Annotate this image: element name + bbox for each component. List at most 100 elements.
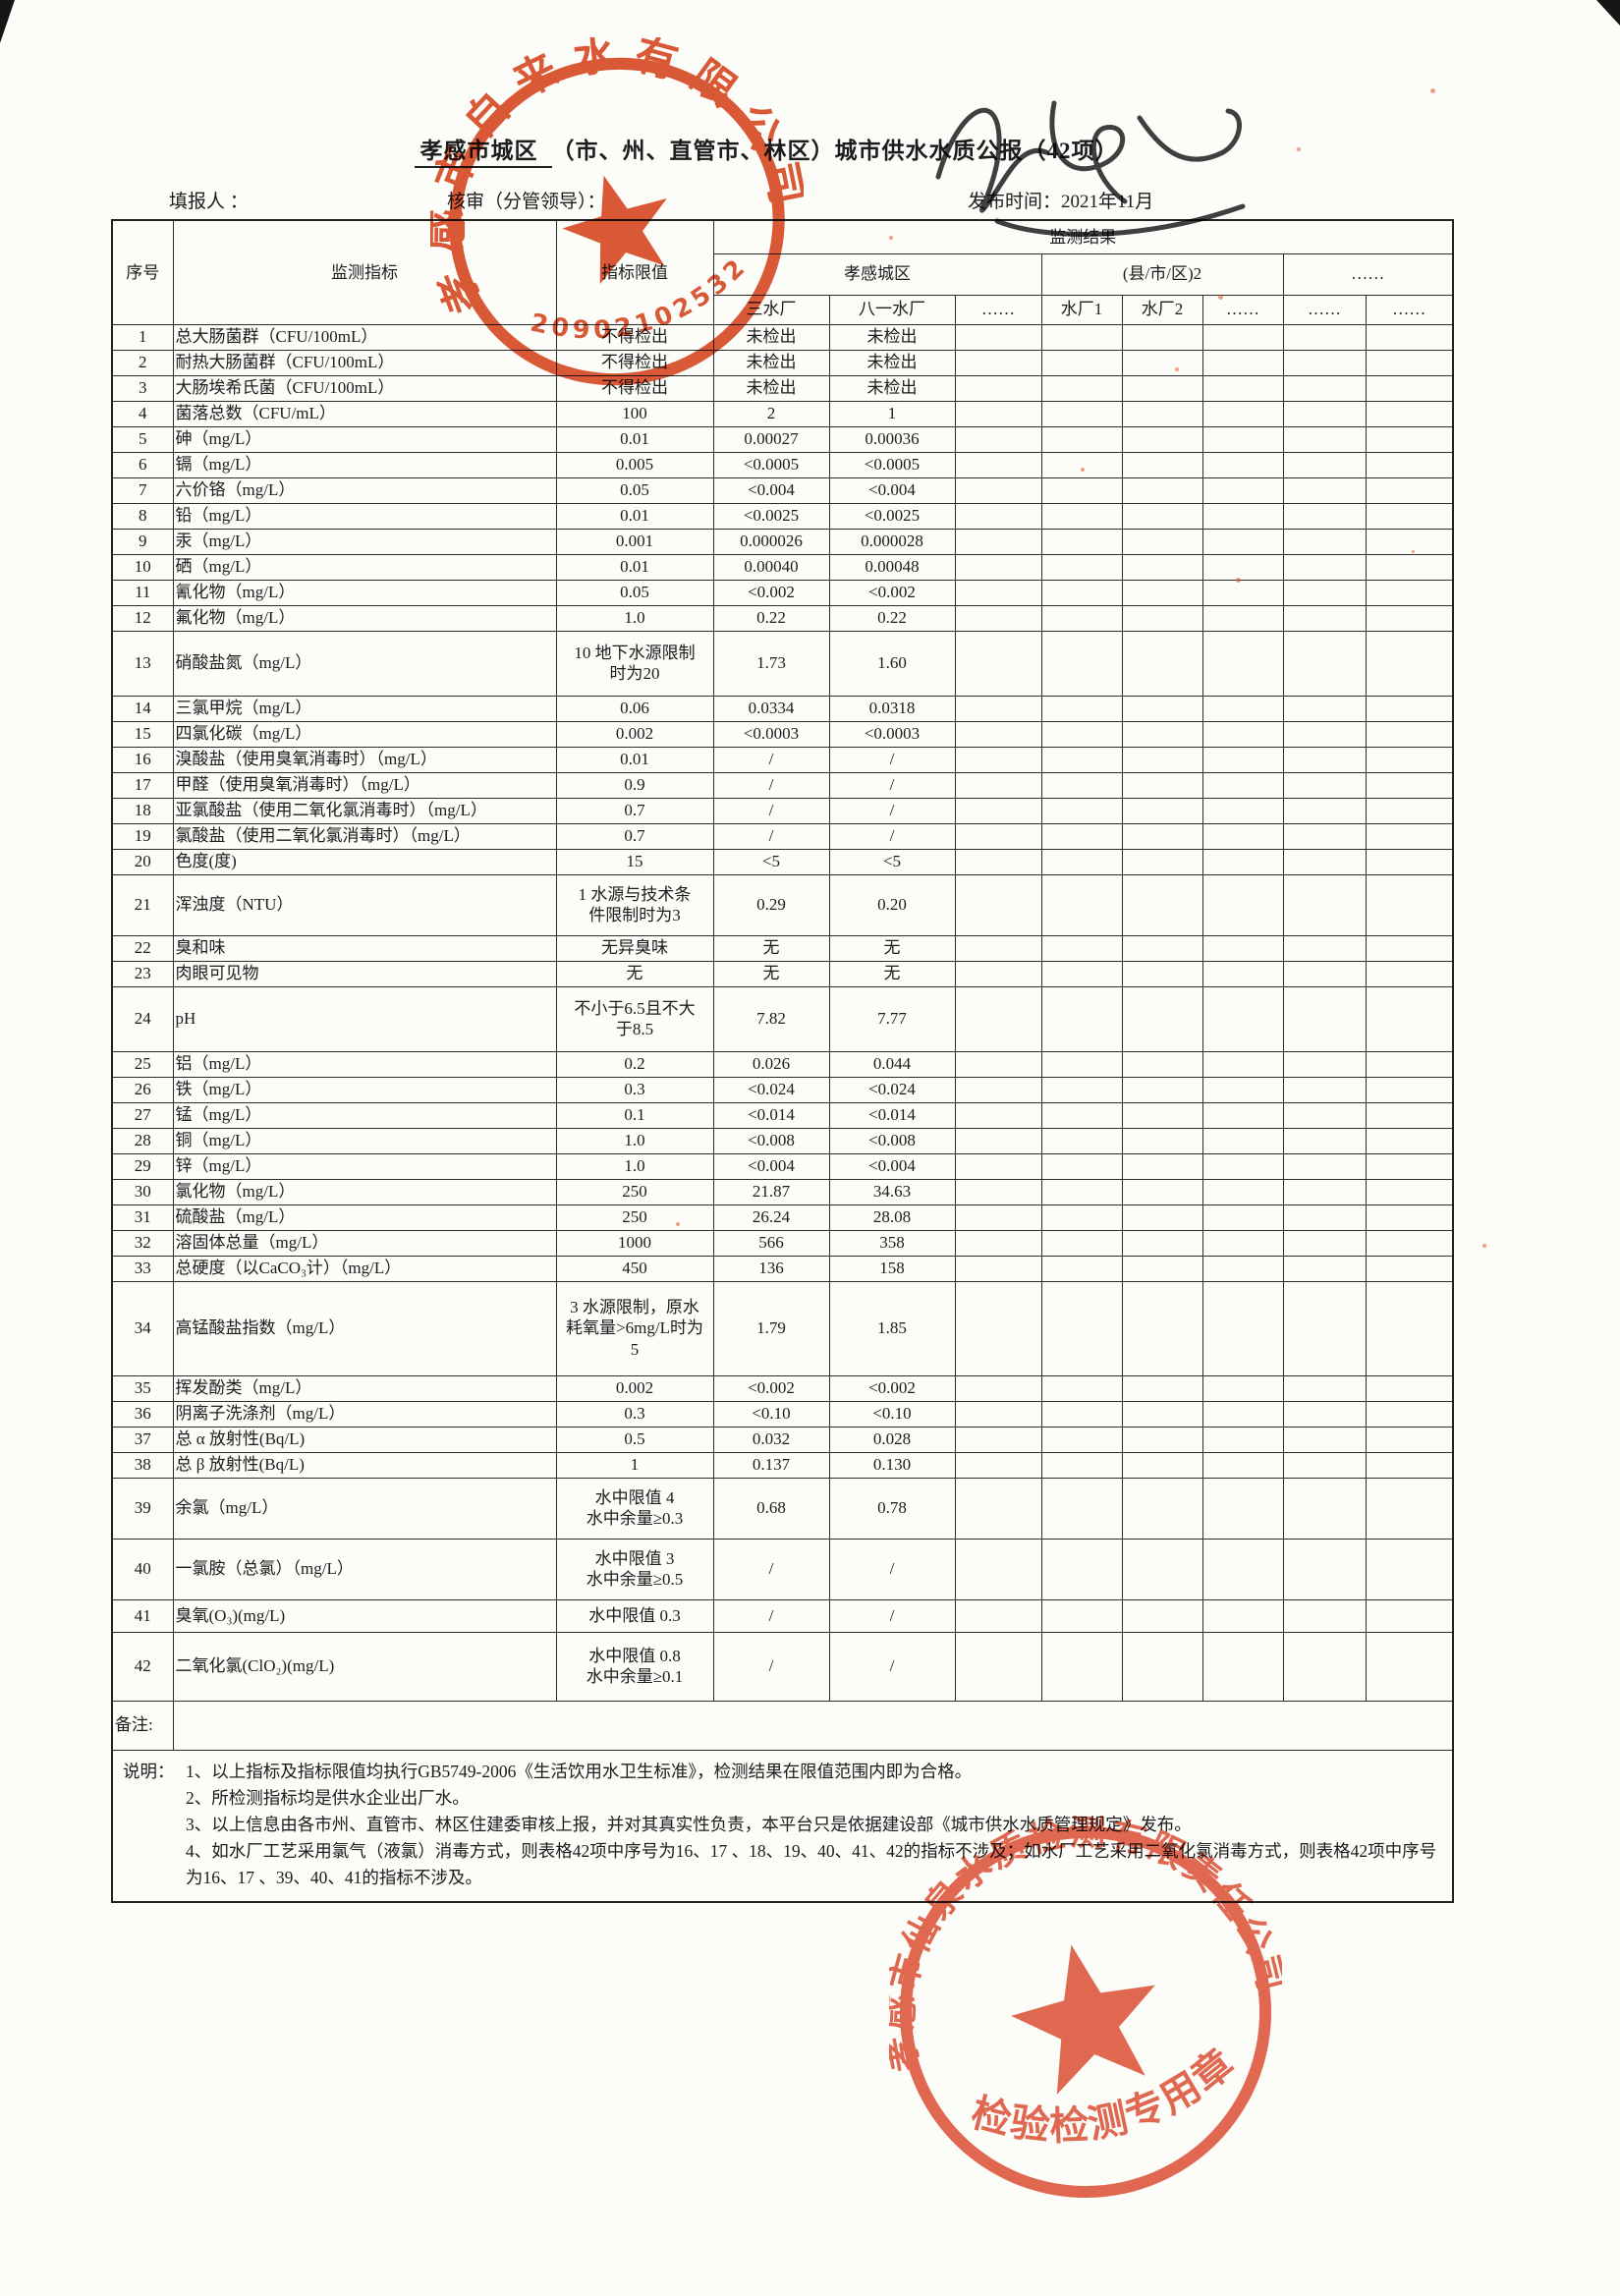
- cell-limit: 1.0: [555, 1127, 714, 1154]
- cell-value-bayishuichang: 0.20: [828, 873, 956, 936]
- cell-seq: 35: [111, 1374, 174, 1402]
- cell-empty: [1040, 1451, 1123, 1479]
- cell-empty: [954, 1178, 1042, 1205]
- cell-empty: [954, 579, 1042, 606]
- cell-indicator: 硝酸盐氮（mg/L）: [172, 630, 557, 697]
- cell-empty: [1040, 1178, 1123, 1205]
- cell-value-bayishuichang: <5: [828, 848, 956, 875]
- table-row: 42 二氧化氯(ClO₂)(mg/L) 水中限值 0.8 水中余量≥0.1//: [111, 1631, 1454, 1702]
- cell-empty: [1365, 1152, 1454, 1180]
- cell-value-sanshuichang: <0.024: [712, 1076, 830, 1103]
- cell-limit: 水中限值 0.8 水中余量≥0.1: [555, 1631, 714, 1702]
- table-row: 39 余氯（mg/L） 水中限值 4 水中余量≥0.3 0.68 0.78: [111, 1477, 1454, 1540]
- cell-empty: [1201, 1255, 1284, 1282]
- cell-limit: 10 地下水源限制 时为20: [555, 630, 714, 697]
- cell-empty: [1365, 1451, 1454, 1479]
- cell-value-bayishuichang: 158: [828, 1255, 956, 1282]
- table-row: 15 四氯化碳（mg/L） 0.002 <0.0003 <0.0003: [111, 720, 1454, 748]
- cell-empty: [1201, 1204, 1284, 1231]
- cell-empty: [1121, 1400, 1203, 1428]
- cell-empty: [1040, 1076, 1123, 1103]
- cell-value-bayishuichang: /: [828, 797, 956, 824]
- cell-value-bayishuichang: <0.008: [828, 1127, 956, 1154]
- cell-empty: [1040, 720, 1123, 748]
- cell-empty: [1365, 1400, 1454, 1428]
- header-plant: 水厂2: [1121, 294, 1203, 325]
- cell-empty: [1282, 985, 1367, 1052]
- cell-indicator: 余氯（mg/L）: [172, 1477, 557, 1540]
- cell-limit: 3 水源限制，原水 耗氧量>6mg/L时为 5: [555, 1280, 714, 1376]
- cell-empty: [954, 400, 1042, 427]
- cell-value-bayishuichang: /: [828, 822, 956, 850]
- cell-value-sanshuichang: 0.68: [712, 1477, 830, 1540]
- cell-indicator: 氰化物（mg/L）: [172, 579, 557, 606]
- remark-label: 备注:: [111, 1700, 174, 1751]
- cell-indicator: 总 α 放射性(Bq/L): [172, 1426, 557, 1453]
- cell-seq: 40: [111, 1538, 174, 1600]
- cell-seq: 9: [111, 528, 174, 555]
- cell-empty: [1040, 1538, 1123, 1600]
- cell-empty: [1121, 1229, 1203, 1257]
- table-row: 18 亚氯酸盐（使用二氧化氯消毒时）（mg/L） 0.7//: [111, 797, 1454, 824]
- cell-limit: 0.002: [555, 1374, 714, 1402]
- cell-seq: 5: [111, 425, 174, 453]
- cell-value-sanshuichang: 7.82: [712, 985, 830, 1052]
- cell-empty: [1282, 323, 1367, 351]
- cell-limit: 0.05: [555, 476, 714, 504]
- cell-empty: [954, 1152, 1042, 1180]
- cell-value-bayishuichang: 无: [828, 934, 956, 962]
- seal-company-arc-text: 孝感市自来水有限公司: [430, 37, 804, 320]
- cell-empty: [1040, 1477, 1123, 1540]
- cell-empty: [1282, 1400, 1367, 1428]
- table-row: 30 氯化物（mg/L） 250 21.87 34.63: [111, 1178, 1454, 1205]
- cell-empty: [1121, 1538, 1203, 1600]
- scan-corner-artifact: [1596, 0, 1620, 26]
- cell-value-sanshuichang: 0.000026: [712, 528, 830, 555]
- cell-indicator: 菌落总数（CFU/mL）: [172, 400, 557, 427]
- cell-empty: [1201, 1229, 1284, 1257]
- cell-limit: 水中限值 4 水中余量≥0.3: [555, 1477, 714, 1540]
- cell-empty: [1201, 1598, 1284, 1633]
- publish-date-label: 发布时间：2021年11月: [968, 192, 1154, 212]
- cell-empty: [1365, 934, 1454, 962]
- cell-empty: [1040, 1152, 1123, 1180]
- cell-value-bayishuichang: <0.024: [828, 1076, 956, 1103]
- cell-empty: [1365, 451, 1454, 478]
- cell-seq: 37: [111, 1426, 174, 1453]
- cell-empty: [954, 1050, 1042, 1078]
- cell-empty: [954, 822, 1042, 850]
- cell-empty: [1365, 1598, 1454, 1633]
- cell-value-bayishuichang: /: [828, 1631, 956, 1702]
- cell-empty: [1201, 934, 1284, 962]
- cell-limit: 0.01: [555, 746, 714, 773]
- cell-empty: [1201, 579, 1284, 606]
- cell-empty: [1201, 1050, 1284, 1078]
- cell-empty: [1282, 1280, 1367, 1376]
- cell-empty: [1040, 1050, 1123, 1078]
- cell-seq: 29: [111, 1152, 174, 1180]
- table-row: 26 铁（mg/L） 0.3 <0.024 <0.024: [111, 1076, 1454, 1103]
- cell-empty: [1121, 1127, 1203, 1154]
- cell-empty: [1201, 822, 1284, 850]
- table-row: 28 铜（mg/L） 1.0 <0.008 <0.008: [111, 1127, 1454, 1154]
- cell-empty: [1040, 553, 1123, 581]
- cell-empty: [1365, 1178, 1454, 1205]
- cell-indicator: 肉眼可见物: [172, 960, 557, 987]
- cell-value-sanshuichang: /: [712, 797, 830, 824]
- table-row: 13 硝酸盐氮（mg/L） 10 地下水源限制 时为20 1.73 1.60: [111, 630, 1454, 697]
- cell-empty: [1040, 873, 1123, 936]
- cell-indicator: 锰（mg/L）: [172, 1101, 557, 1129]
- cell-indicator: 六价铬（mg/L）: [172, 476, 557, 504]
- cell-value-bayishuichang: 0.00036: [828, 425, 956, 453]
- cell-limit: 0.5: [555, 1426, 714, 1453]
- cell-value-sanshuichang: /: [712, 746, 830, 773]
- cell-empty: [954, 1598, 1042, 1633]
- cell-limit: 0.005: [555, 451, 714, 478]
- cell-indicator: 挥发酚类（mg/L）: [172, 1374, 557, 1402]
- table-row: 38 总 β 放射性(Bq/L) 1 0.137 0.130: [111, 1451, 1454, 1479]
- cell-empty: [1201, 1477, 1284, 1540]
- cell-empty: [1201, 746, 1284, 773]
- cell-empty: [1201, 1400, 1284, 1428]
- cell-empty: [1040, 848, 1123, 875]
